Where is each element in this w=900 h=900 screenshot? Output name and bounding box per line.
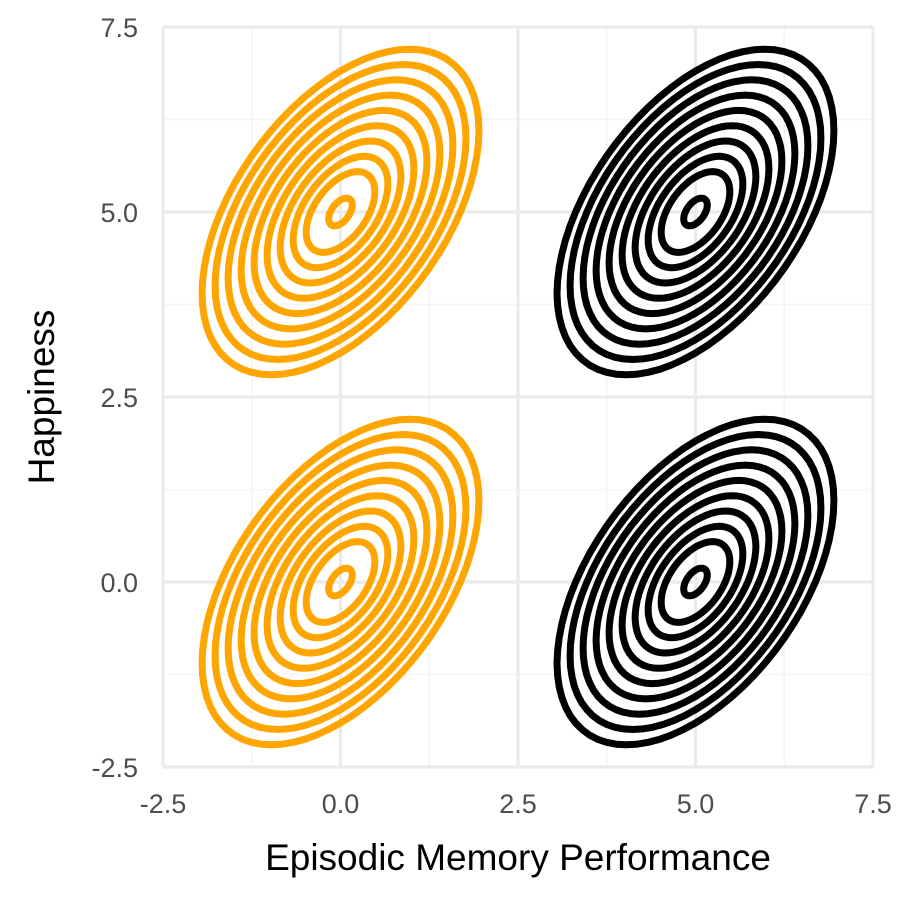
y-tick-label: 7.5 bbox=[100, 13, 138, 43]
contour-line bbox=[631, 137, 760, 287]
y-axis-ticks: -2.5 0.0 2.5 5.0 7.5 bbox=[91, 13, 138, 783]
contour-line bbox=[579, 76, 812, 348]
x-axis-title: Episodic Memory Performance bbox=[265, 837, 771, 878]
contour-line bbox=[553, 45, 838, 379]
contour-lines bbox=[198, 45, 838, 749]
contour-line bbox=[211, 61, 470, 363]
contour-line bbox=[224, 446, 457, 718]
contour-line bbox=[680, 194, 711, 230]
contour-line bbox=[289, 152, 392, 272]
y-axis-title: Happiness bbox=[21, 310, 62, 485]
contour-line bbox=[211, 431, 470, 733]
contour-line bbox=[657, 538, 734, 626]
contour-line bbox=[566, 431, 825, 733]
contour-line bbox=[605, 106, 786, 318]
y-tick-label: 0.0 bbox=[100, 568, 138, 598]
x-tick-label: 0.0 bbox=[322, 789, 360, 819]
contour-line bbox=[566, 61, 825, 363]
x-tick-label: 2.5 bbox=[499, 789, 537, 819]
x-tick-label: -2.5 bbox=[140, 789, 187, 819]
contour-line bbox=[631, 507, 760, 657]
contour-line bbox=[325, 564, 356, 600]
contour-line bbox=[302, 538, 379, 626]
contour-line bbox=[657, 168, 734, 256]
contour-line bbox=[618, 122, 773, 302]
contour-line bbox=[276, 507, 405, 657]
contour-line bbox=[553, 415, 838, 749]
contour-line bbox=[224, 76, 457, 348]
contour-line bbox=[302, 168, 379, 256]
contour-line bbox=[644, 522, 747, 642]
contour-line bbox=[237, 461, 444, 703]
y-tick-label: -2.5 bbox=[91, 753, 138, 783]
contour-line bbox=[644, 152, 747, 272]
contour-line bbox=[592, 91, 799, 333]
contour-line bbox=[250, 476, 431, 688]
contour-line bbox=[618, 492, 773, 672]
contour-line bbox=[263, 122, 418, 302]
y-tick-label: 2.5 bbox=[100, 383, 138, 413]
contour-line bbox=[579, 446, 812, 718]
y-tick-label: 5.0 bbox=[100, 198, 138, 228]
contour-line bbox=[592, 461, 799, 703]
x-tick-label: 7.5 bbox=[854, 789, 892, 819]
contour-line bbox=[325, 194, 356, 230]
x-axis-ticks: -2.5 0.0 2.5 5.0 7.5 bbox=[140, 789, 892, 819]
x-tick-label: 5.0 bbox=[677, 789, 715, 819]
contour-line bbox=[198, 415, 483, 749]
contour-line bbox=[237, 91, 444, 333]
contour-line bbox=[289, 522, 392, 642]
contour-line bbox=[276, 137, 405, 287]
contour-line bbox=[680, 564, 711, 600]
contour-line bbox=[250, 106, 431, 318]
contour-line bbox=[198, 45, 483, 379]
contour-line bbox=[263, 492, 418, 672]
contour-line bbox=[605, 476, 786, 688]
